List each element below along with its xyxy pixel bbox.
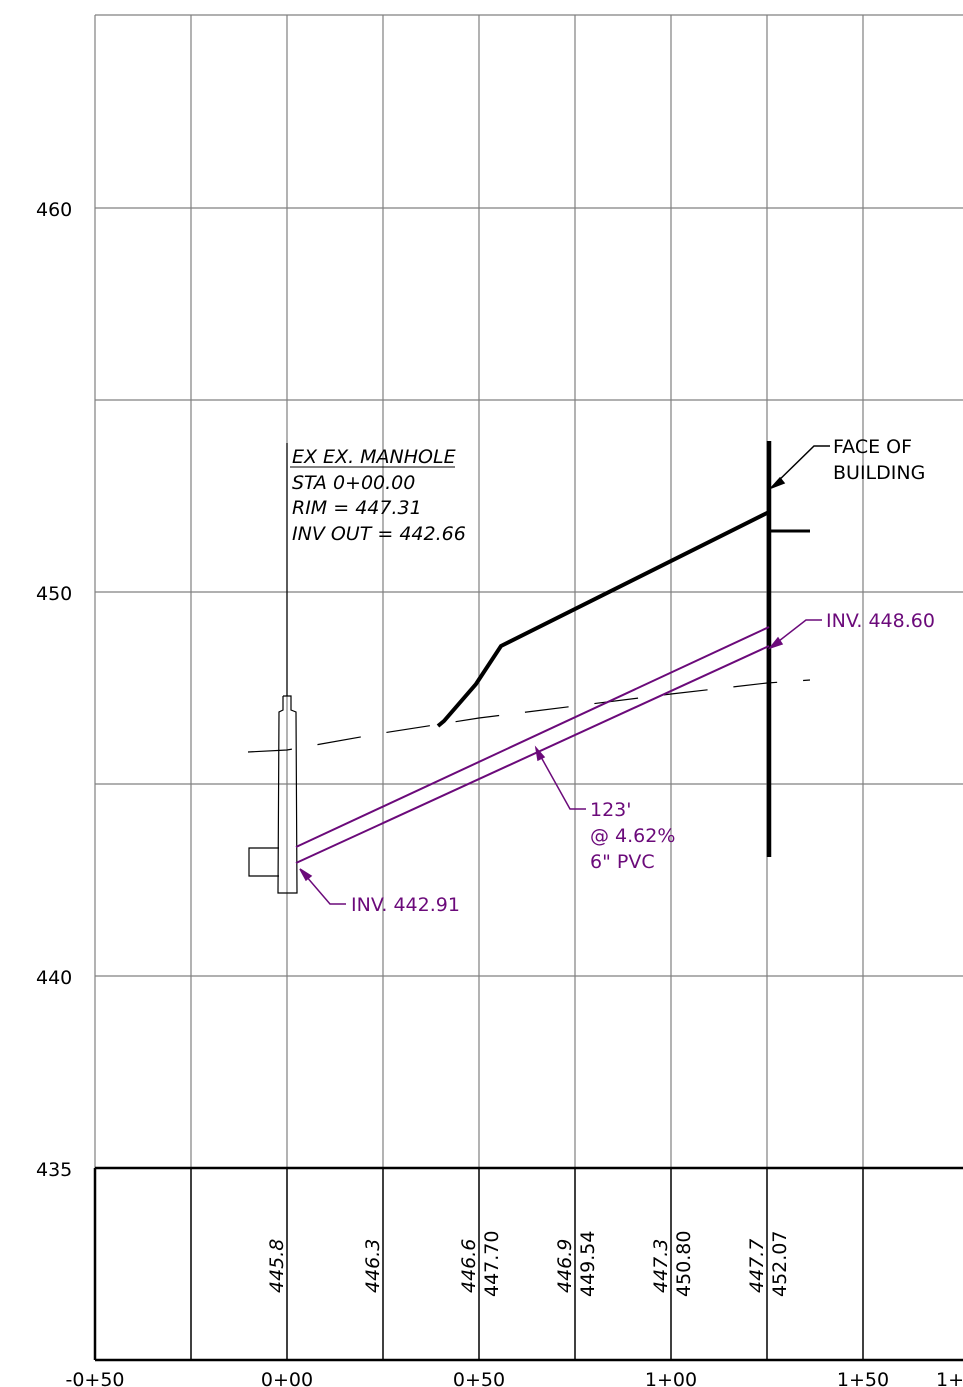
y-tick-label: 435 <box>36 1159 72 1181</box>
pipe-material: 6" PVC <box>590 851 655 873</box>
manhole-station: STA 0+00.00 <box>292 472 415 494</box>
x-tick-label: 1+00 <box>645 1369 697 1387</box>
manhole-inv-out: INV OUT = 442.66 <box>292 523 466 545</box>
sewer-pipe <box>295 626 770 864</box>
table-existing-elev: 446.3 <box>362 1239 384 1293</box>
building-leader <box>770 445 830 489</box>
grid <box>94 14 963 1168</box>
x-tick-label: -0+50 <box>65 1369 124 1387</box>
pipe-slope: @ 4.62% <box>590 825 675 847</box>
x-tick-label: 0+00 <box>261 1369 313 1387</box>
manhole-title: EX EX. MANHOLE <box>292 446 456 468</box>
data-table-dividers <box>190 1168 864 1360</box>
table-existing-elev: 447.3 <box>650 1239 672 1293</box>
y-tick-label: 450 <box>36 583 72 605</box>
pipe-leaders <box>299 619 822 905</box>
existing-ground-line <box>247 679 811 753</box>
x-tick-label: 1+50 <box>837 1369 889 1387</box>
table-proposed-elev: 452.07 <box>769 1231 791 1297</box>
manhole-rim: RIM = 447.31 <box>292 497 422 519</box>
pipe-inv-downstream: INV. 442.91 <box>351 894 460 916</box>
proposed-grade-line <box>436 510 770 728</box>
table-proposed-elev: 447.70 <box>481 1231 503 1297</box>
pipe-inv-upstream: INV. 448.60 <box>826 610 935 632</box>
table-existing-elev: 446.9 <box>554 1239 576 1293</box>
table-proposed-elev: 449.54 <box>577 1231 599 1297</box>
x-tick-label: 0+50 <box>453 1369 505 1387</box>
y-tick-label: 440 <box>36 967 72 989</box>
x-tick-label: 1+ <box>936 1369 963 1387</box>
y-tick-label: 460 <box>36 199 72 221</box>
table-existing-elev: 447.7 <box>746 1239 768 1293</box>
table-existing-elev: 445.8 <box>266 1239 288 1293</box>
pipe-length: 123' <box>590 799 632 821</box>
table-existing-elev: 446.6 <box>458 1239 480 1293</box>
data-table-frame <box>93 1166 963 1362</box>
building-label-line2: BUILDING <box>833 462 925 484</box>
table-proposed-elev: 450.80 <box>673 1231 695 1297</box>
building-label-line1: FACE OF <box>833 436 912 458</box>
manhole-structure <box>248 443 298 894</box>
